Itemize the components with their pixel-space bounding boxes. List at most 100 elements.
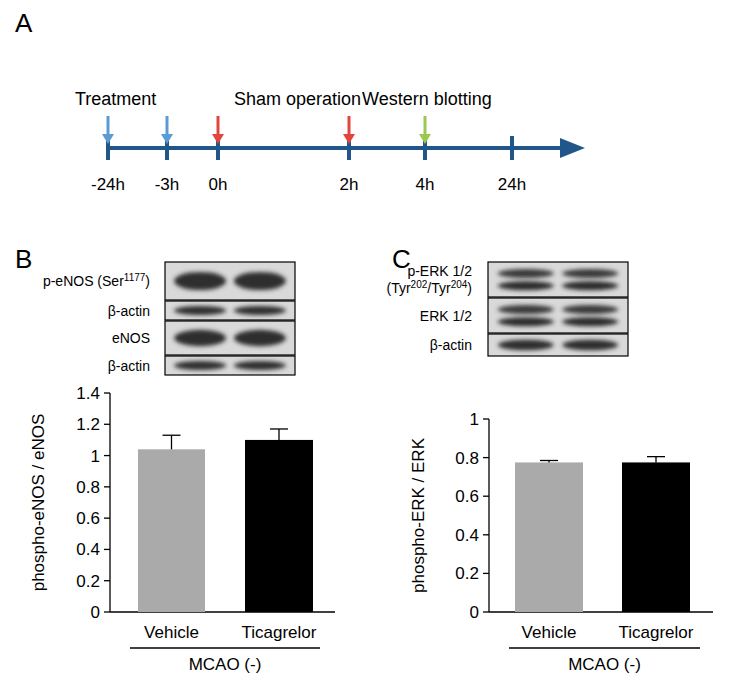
blot-band [562,317,618,326]
x-tick-label: Vehicle [144,623,199,642]
chart: Bp-eNOS (Ser1177)β-actineNOSβ-actin00.20… [15,244,335,674]
blot-label: eNOS [112,330,150,346]
timeline-tick-label: 4h [416,175,435,194]
timeline-axis [108,146,565,150]
event-arrow [348,116,351,136]
y-tick-label: 0.4 [76,540,100,559]
error-stem [278,429,279,440]
y-tick [104,486,110,487]
timeline-tick-label: -3h [155,175,180,194]
blot-frame [165,356,295,375]
event-label: Western blotting [362,89,492,109]
blot-label: β-actin [108,303,150,319]
blot-band [234,306,286,315]
event-arrowhead [161,134,173,144]
blot-band [498,305,554,314]
blot-frame [488,298,628,333]
y-tick [483,611,489,612]
panel-label: A [15,8,33,38]
blot-band [562,269,618,278]
y-tick-label: 1.4 [76,384,100,403]
blot-label-part: p-ERK 1/2 [407,263,472,279]
blot-frame [488,262,628,297]
blot-label-part: eNOS [112,330,150,346]
blot-label: p-eNOS (Ser1177) [43,272,150,289]
event-arrowhead [343,134,355,144]
blot-band [234,361,286,370]
timeline-tick [510,136,514,160]
error-bar [540,460,558,462]
blot-label-part: β-actin [108,303,150,319]
y-tick-label: 0 [470,603,479,622]
blot-band [174,306,226,315]
blot-label: ERK 1/2 [420,308,472,324]
blot-band [562,340,618,351]
blot-frame [165,321,295,355]
blot-label: β-actin [430,337,472,353]
blot-label-part: p-eNOS (Ser [43,273,124,289]
blot-band [174,330,226,346]
blot-band [562,281,618,290]
blot-label: β-actin [108,358,150,374]
bar [515,462,583,612]
y-tick-label: 1 [470,410,479,429]
blot-band [562,305,618,314]
blot-band [498,281,554,290]
y-tick [104,517,110,518]
chart: Cp-ERK 1/2(Tyr202/Tyr204)ERK 1/2β-actin0… [387,244,714,674]
bar [622,462,690,612]
blot-label-part: 204 [451,279,468,290]
event-arrowhead [212,134,224,144]
y-axis-label: phospho-eNOS / eNOS [29,414,48,592]
error-cap [163,435,181,436]
error-bar [270,429,288,440]
y-axis-label: phospho-ERK / ERK [409,437,428,593]
event-arrowhead [419,134,431,144]
event-arrow [424,116,427,136]
blot-band [234,272,286,290]
blot-frame [488,334,628,356]
blot-band [498,269,554,278]
event-label: Treatment [75,89,156,109]
y-tick [104,455,110,456]
group-line [130,647,320,648]
panel-label: B [15,244,32,274]
y-tick-label: 0.2 [455,564,479,583]
blot-band [234,330,286,346]
blot-label-part: ) [145,273,150,289]
bars [138,429,313,612]
y-tick [483,534,489,535]
blot-label: p-ERK 1/2 [407,263,472,279]
timeline-arrowhead [560,138,585,158]
blot-label-part: 202 [411,279,428,290]
x-tick-label: Ticagrelor [619,623,694,642]
error-cap [647,456,665,457]
y-tick [104,580,110,581]
y-tick [483,496,489,497]
error-bar [647,457,665,463]
blot-label-part: ERK 1/2 [420,308,472,324]
blot-band [498,340,554,351]
group-label: MCAO (-) [568,655,641,674]
event-label: Sham operation [234,89,361,109]
y-tick [483,573,489,574]
error-bar [163,435,181,449]
blot-label-part: (Tyr [387,280,411,296]
timeline-tick-label: -24h [91,175,125,194]
blot-label-part: ) [467,280,472,296]
blot-frame [165,262,295,300]
bars [515,457,690,612]
y-tick-label: 0.2 [76,572,100,591]
event-arrow [107,116,110,136]
group-line [509,647,700,648]
y-tick [104,611,110,612]
blot-band [174,361,226,370]
figure: A-24h-3h0h2h4h24hTreatmentSham operation… [0,0,750,675]
y-tick [104,549,110,550]
blot-label: (Tyr202/Tyr204) [387,279,473,296]
blot-frame [165,301,295,320]
y-tick [483,457,489,458]
y-tick [104,424,110,425]
y-tick-label: 1 [91,447,100,466]
event-arrowhead [102,134,114,144]
